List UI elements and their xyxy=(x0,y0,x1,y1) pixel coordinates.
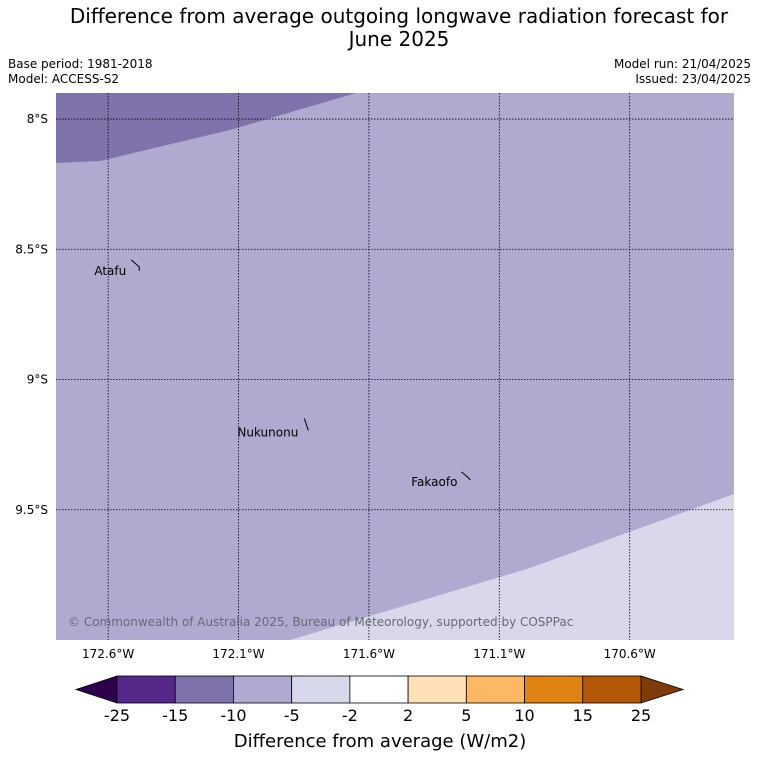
copyright-text: © Commonwealth of Australia 2025, Bureau… xyxy=(68,615,573,629)
title-line-1: Difference from average outgoing longwav… xyxy=(69,4,729,28)
island-outline xyxy=(303,418,309,431)
lon-tick-label: 171.6°W xyxy=(343,647,395,661)
lat-tick-label: 8°S xyxy=(27,112,48,126)
lat-tick-label: 9.5°S xyxy=(15,503,48,517)
colorbar-box xyxy=(524,675,584,704)
lon-tick-label: 170.6°W xyxy=(604,647,656,661)
colorbar-over-arrow xyxy=(640,675,685,704)
colorbar-tick-label: 2 xyxy=(403,706,413,725)
colorbar-box xyxy=(582,675,642,704)
longitude-labels: 172.6°W 172.1°W 171.6°W 171.1°W 170.6°W xyxy=(82,647,656,661)
region-dark xyxy=(56,93,356,163)
lon-tick-label: 172.6°W xyxy=(82,647,134,661)
colorbar-ticks: -25 -15 -10 -5 -2 2 5 10 15 25 xyxy=(104,706,651,725)
colorbar-tick-label: -15 xyxy=(162,706,188,725)
map-area: Atafu Nukunonu Fakaofo © Commonwealth of A… xyxy=(56,93,734,640)
colorbar-tick-label: -25 xyxy=(104,706,130,725)
lat-tick-label: 9°S xyxy=(27,373,48,387)
place-label: Atafu xyxy=(94,264,126,278)
colorbar-box xyxy=(233,675,293,704)
meta-left: Base period: 1981-2018 Model: ACCESS-S2 xyxy=(8,57,153,87)
colorbar-tick-label: 25 xyxy=(631,706,651,725)
place-label: Nukunonu xyxy=(237,425,298,439)
island-outline xyxy=(461,471,471,481)
meta-right: Model run: 21/04/2025 Issued: 23/04/2025 xyxy=(614,57,751,87)
colorbar-box xyxy=(407,675,467,704)
colorbar-under-arrow xyxy=(74,675,118,704)
lat-tick-label: 8.5°S xyxy=(15,242,48,256)
lon-tick-label: 171.1°W xyxy=(473,647,525,661)
colorbar: -25 -15 -10 -5 -2 2 5 10 15 25 Difference from av… xyxy=(74,675,685,752)
colorbar-tick-label: -2 xyxy=(342,706,358,725)
colorbar-box xyxy=(349,675,409,704)
latitude-labels: 8°S 8.5°S 9°S 9.5°S xyxy=(15,112,48,517)
colorbar-title: Difference from average (W/m2) xyxy=(234,731,526,752)
colorbar-tick-label: 10 xyxy=(514,706,534,725)
colorbar-box xyxy=(465,675,525,704)
island-outline xyxy=(130,259,140,271)
title-line-2: June 2025 xyxy=(348,27,450,51)
model-text: Model: ACCESS-S2 xyxy=(8,72,120,86)
colorbar-tick-label: -5 xyxy=(284,706,300,725)
colorbar-box xyxy=(116,675,176,704)
map-title: Difference from average outgoing longwav… xyxy=(0,5,758,51)
issued-text: Issued: 23/04/2025 xyxy=(635,72,751,86)
colorbar-box xyxy=(174,675,234,704)
gridlines xyxy=(56,93,734,640)
colorbar-box xyxy=(291,675,351,704)
colorbar-tick-label: 5 xyxy=(461,706,471,725)
lon-tick-label: 172.1°W xyxy=(212,647,264,661)
places: Atafu Nukunonu Fakaofo xyxy=(94,259,471,489)
colorbar-boxes xyxy=(74,675,685,704)
place-label: Fakaofo xyxy=(411,475,457,489)
colorbar-tick-label: -10 xyxy=(220,706,246,725)
model-run-text: Model run: 21/04/2025 xyxy=(613,57,751,71)
base-period-text: Base period: 1981-2018 xyxy=(8,57,153,71)
colorbar-tick-label: 15 xyxy=(573,706,593,725)
region-light xyxy=(290,494,734,640)
